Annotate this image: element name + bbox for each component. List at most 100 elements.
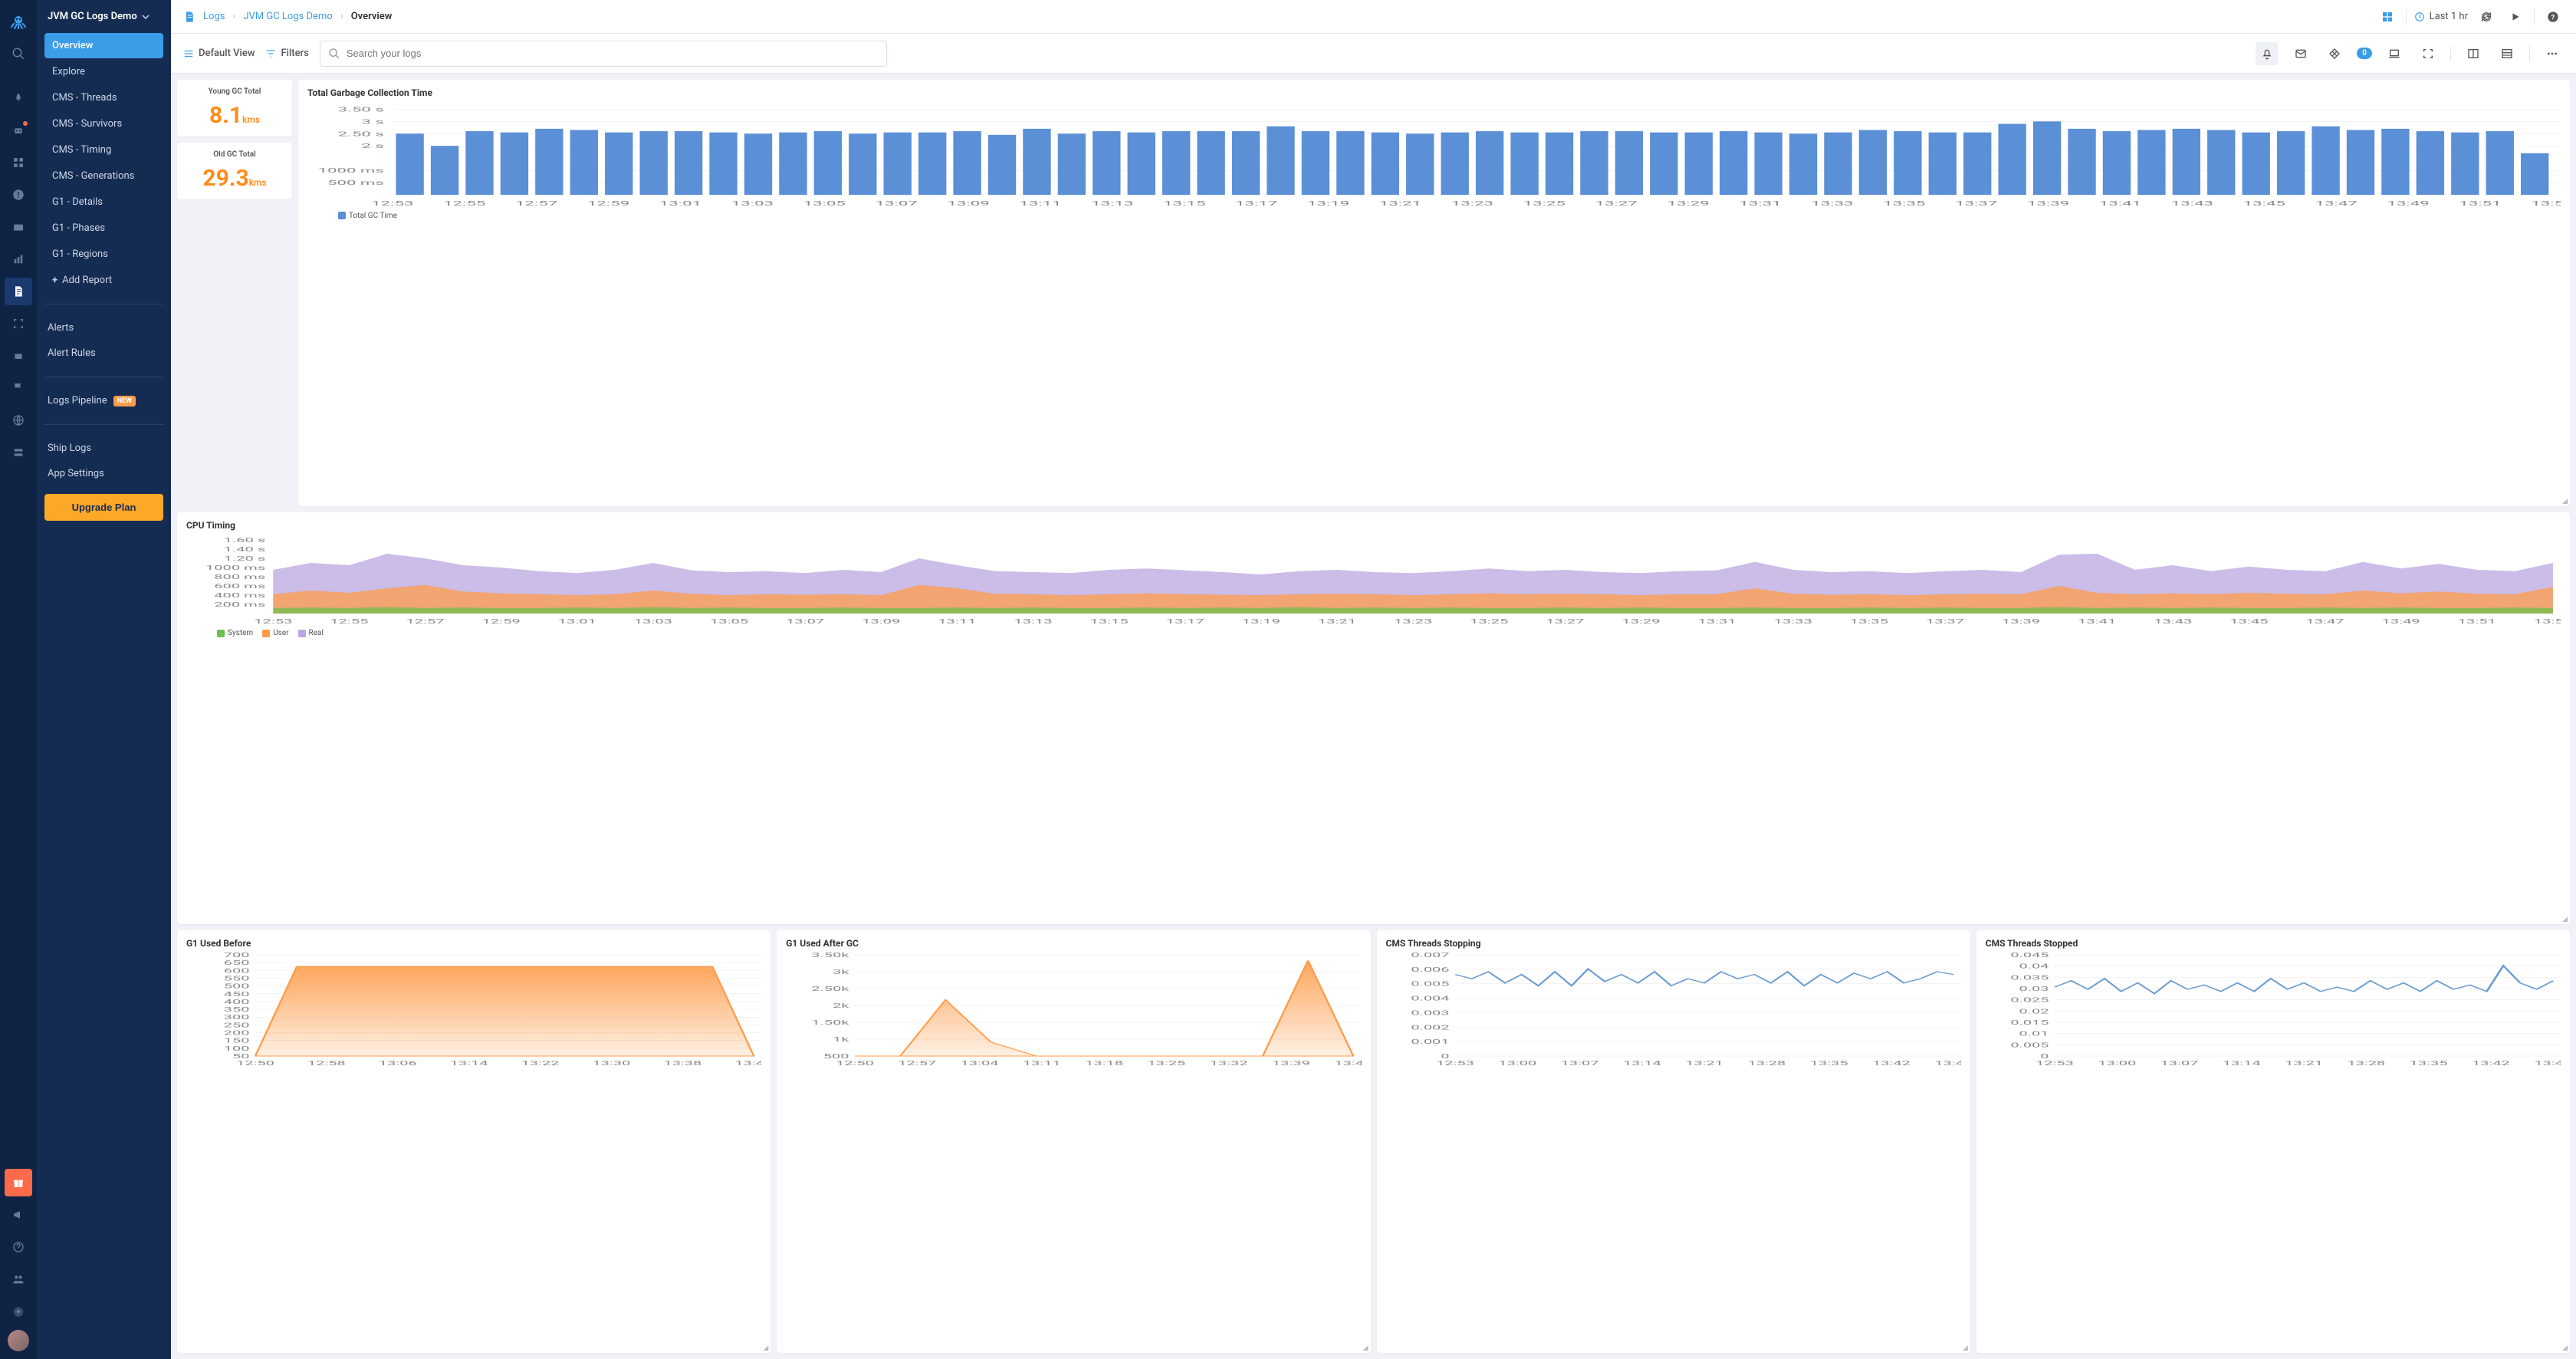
svg-text:1.60 s: 1.60 s [224, 537, 266, 544]
svg-text:100: 100 [224, 1045, 250, 1051]
team-icon[interactable] [5, 1265, 32, 1293]
sidebar-item-explore[interactable]: Explore [44, 59, 163, 84]
svg-text:150: 150 [224, 1037, 250, 1044]
svg-text:13:21: 13:21 [2285, 1059, 2323, 1066]
search-input-icon [328, 48, 340, 60]
svg-text:13:23: 13:23 [1394, 618, 1432, 625]
upgrade-button[interactable]: Upgrade Plan [44, 494, 163, 521]
svg-text:1000 ms: 1000 ms [205, 564, 265, 571]
help2-icon[interactable]: ? [2542, 6, 2564, 28]
mail-icon[interactable] [2289, 42, 2312, 65]
svg-text:13:38: 13:38 [663, 1059, 702, 1066]
sidebar-item-cms-generations[interactable]: CMS - Generations [44, 163, 163, 189]
robot-icon[interactable] [5, 117, 32, 144]
page-icon [183, 11, 196, 23]
legend-real: Real [298, 629, 324, 637]
svg-text:1.50k: 1.50k [812, 1018, 849, 1025]
svg-text:13:35: 13:35 [1809, 1059, 1848, 1066]
svg-text:3.50 s: 3.50 s [338, 107, 384, 114]
inbox-icon[interactable] [5, 213, 32, 241]
svg-text:0.035: 0.035 [2010, 974, 2049, 981]
svg-text:12:50: 12:50 [236, 1059, 274, 1066]
svg-text:1k: 1k [833, 1035, 849, 1042]
search-icon[interactable] [5, 40, 32, 67]
focus-icon[interactable] [5, 310, 32, 337]
gift-icon[interactable] [5, 1169, 32, 1196]
app-title[interactable]: JVM GC Logs Demo [44, 11, 163, 22]
svg-text:3.50k: 3.50k [812, 952, 849, 959]
sidebar-item-cms-survivors[interactable]: CMS - Survivors [44, 111, 163, 137]
svg-text:12:59: 12:59 [587, 200, 629, 207]
breadcrumb-mid[interactable]: JVM GC Logs Demo [243, 11, 332, 22]
legend-system: System [217, 629, 253, 637]
legend-swatch [338, 212, 346, 219]
svg-text:13:21: 13:21 [1379, 200, 1421, 207]
sidebar-ship-logs[interactable]: Ship Logs [44, 436, 163, 461]
avatar[interactable] [8, 1330, 29, 1351]
small-chart-2: CMS Threads Stopping00.0010.0020.0030.00… [1377, 930, 1970, 1353]
svg-text:12:53: 12:53 [254, 618, 292, 625]
more-icon[interactable] [2541, 42, 2564, 65]
bars-icon[interactable] [5, 245, 32, 273]
logo-icon[interactable] [5, 8, 32, 35]
bell-icon[interactable] [2256, 42, 2279, 65]
fullscreen-icon[interactable] [2417, 42, 2440, 65]
bot2-icon[interactable] [5, 342, 32, 370]
flag-icon[interactable] [5, 374, 32, 402]
svg-text:13:07: 13:07 [786, 618, 824, 625]
breadcrumb-root[interactable]: Logs [203, 11, 225, 22]
sidebar-alerts[interactable]: Alerts [44, 315, 163, 341]
filters-button[interactable]: Filters [265, 48, 308, 59]
sidebar-item-overview[interactable]: Overview [44, 33, 163, 58]
svg-text:13:35: 13:35 [1883, 200, 1925, 207]
svg-text:13:27: 13:27 [1595, 200, 1638, 207]
sidebar-item-g1-phases[interactable]: G1 - Phases [44, 216, 163, 241]
globe-icon[interactable] [5, 406, 32, 434]
toolbar: Default View Filters 0 [171, 34, 2576, 74]
apps-icon[interactable] [2377, 6, 2398, 28]
add-report-button[interactable]: +Add Report [44, 268, 163, 293]
sidebar-item-cms-timing[interactable]: CMS - Timing [44, 137, 163, 163]
svg-text:1.40 s: 1.40 s [224, 546, 266, 553]
logs-icon[interactable] [5, 278, 32, 305]
sidebar-app-settings[interactable]: App Settings [44, 461, 163, 486]
list-icon[interactable] [2496, 42, 2518, 65]
rocket-icon[interactable] [5, 84, 32, 112]
svg-text:13:01: 13:01 [659, 200, 702, 207]
svg-text:13:05: 13:05 [803, 200, 846, 207]
svg-text:13:51: 13:51 [2459, 200, 2501, 207]
laptop-icon[interactable] [2383, 42, 2406, 65]
small-chart-title: CMS Threads Stopped [1986, 938, 2561, 949]
search-box[interactable] [320, 41, 887, 67]
grid-icon[interactable] [5, 149, 32, 176]
sidebar-alert-rules[interactable]: Alert Rules [44, 341, 163, 366]
svg-text:200: 200 [224, 1029, 250, 1036]
sidebar-item-g1-regions[interactable]: G1 - Regions [44, 242, 163, 267]
megaphone-icon[interactable] [5, 1201, 32, 1229]
help-icon[interactable] [5, 1233, 32, 1261]
tag-icon[interactable] [2323, 42, 2346, 65]
svg-text:13:51: 13:51 [2458, 618, 2496, 625]
default-view-button[interactable]: Default View [183, 48, 255, 59]
svg-text:13:27: 13:27 [1546, 618, 1584, 625]
sidebar: JVM GC Logs Demo OverviewExploreCMS - Th… [37, 0, 171, 1359]
refresh-icon[interactable] [2476, 6, 2497, 28]
split-icon[interactable] [2462, 42, 2485, 65]
settings-icon[interactable] [5, 1298, 32, 1325]
svg-text:13:18: 13:18 [1086, 1059, 1124, 1066]
svg-text:13:25: 13:25 [1523, 200, 1566, 207]
sidebar-item-g1-details[interactable]: G1 - Details [44, 189, 163, 215]
svg-text:0.04: 0.04 [2019, 962, 2049, 969]
alert-icon[interactable] [5, 181, 32, 209]
search-input[interactable] [347, 48, 879, 59]
svg-text:13:06: 13:06 [379, 1059, 417, 1066]
server-icon[interactable] [5, 439, 32, 466]
svg-text:500: 500 [224, 982, 250, 989]
sidebar-logs-pipeline[interactable]: Logs PipelineNEW [44, 388, 163, 413]
icon-rail [0, 0, 37, 1359]
play-icon[interactable] [2505, 6, 2526, 28]
time-range[interactable]: Last 1 hr [2414, 11, 2468, 22]
svg-text:13:53: 13:53 [2534, 618, 2561, 625]
sidebar-item-cms-threads[interactable]: CMS - Threads [44, 85, 163, 110]
svg-text:13:00: 13:00 [1498, 1059, 1536, 1066]
